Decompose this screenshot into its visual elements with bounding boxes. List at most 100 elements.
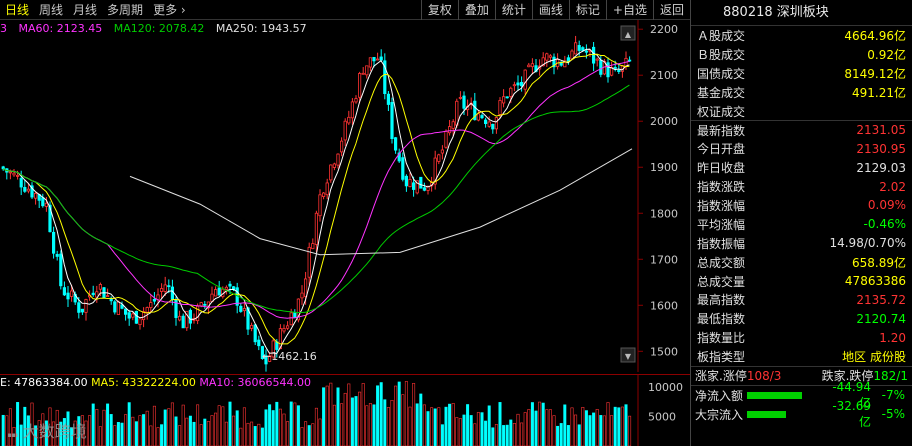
volume-bar: [494, 424, 498, 446]
ma60-line: [2, 60, 630, 319]
volume-bar: [365, 405, 369, 446]
candle-body: [59, 253, 63, 287]
volume-bar: [314, 407, 318, 446]
mark-button[interactable]: 标记: [568, 0, 606, 20]
up-count-label: 涨家.涨停: [695, 369, 747, 384]
tab-monthly[interactable]: 月线: [73, 2, 98, 17]
volume-bar: [322, 387, 326, 446]
volume-bar: [181, 404, 185, 446]
candle-body: [116, 301, 120, 315]
volume-bar: [606, 402, 610, 446]
volume-bar: [332, 404, 336, 446]
info-label: 权证成交: [697, 104, 746, 119]
info-row: 总成交量 47863386: [691, 272, 912, 291]
candle-body: [52, 231, 56, 254]
stats-button[interactable]: 统计: [494, 0, 532, 20]
volume-bar: [610, 415, 614, 446]
tab-daily[interactable]: 日线: [5, 2, 30, 17]
add-watchlist-button[interactable]: +自选: [605, 0, 653, 20]
volume-bar: [498, 402, 502, 446]
candle-body: [170, 286, 174, 300]
volume-bar: [548, 409, 552, 446]
volume-bar: [203, 418, 207, 446]
candle-body: [134, 310, 138, 324]
candle-body: [275, 341, 279, 350]
candle-body: [332, 163, 337, 168]
volume-bar: [34, 425, 38, 446]
scroll-down-icon[interactable]: ▼: [620, 347, 636, 363]
info-label: 国债成交: [697, 66, 746, 81]
info-label: 指数涨幅: [697, 198, 746, 213]
overlay-button[interactable]: 叠加: [457, 0, 495, 20]
volume-ma10-label: MA10: 36066544.00: [199, 376, 312, 389]
tab-weekly[interactable]: 周线: [39, 2, 64, 17]
candle-body: [523, 69, 527, 90]
volume-bar: [170, 402, 174, 446]
info-row: 指数涨幅 0.09%: [691, 196, 912, 215]
tab-multi-period[interactable]: 多周期: [107, 2, 144, 17]
candle-body: [584, 50, 589, 53]
volume-bar: [476, 412, 480, 446]
volume-bar: [163, 409, 167, 446]
kline-chart[interactable]: 1500 1600 1700 1800 1900 2000 2100 2200 ←1462.1…: [0, 20, 690, 372]
volume-bar: [552, 415, 556, 446]
candle-body: [70, 290, 74, 297]
flow-value: -44.94亿: [832, 379, 872, 410]
candle-body: [120, 304, 124, 309]
volume-bar: [282, 413, 286, 446]
flow-value: -32.69亿: [832, 398, 872, 429]
volume-tick-label: 5000: [648, 410, 676, 423]
candle-body: [628, 59, 632, 62]
volume-bar: [415, 403, 419, 446]
volume-legend: E: 47863384.00 MA5: 43322224.00 MA10: 36…: [0, 376, 311, 389]
volume-bar: [397, 381, 401, 446]
candle-body: [440, 149, 445, 154]
info-row: 今日开盘 2130.95: [691, 139, 912, 158]
candle-body: [203, 303, 207, 306]
volume-bar: [1, 414, 5, 446]
candle-body: [106, 295, 110, 297]
volume-bar: [160, 424, 164, 446]
candle-body: [530, 63, 535, 68]
volume-bar: [253, 426, 257, 446]
volume-bar: [480, 412, 484, 446]
price-tick-label: 1500: [650, 345, 678, 358]
draw-line-button[interactable]: 画线: [531, 0, 569, 20]
scroll-up-icon[interactable]: ▲: [620, 25, 636, 41]
volume-bar: [178, 425, 182, 446]
candle-body: [552, 56, 556, 68]
candle-body: [336, 153, 340, 166]
volume-bar: [264, 409, 268, 446]
candle-body: [177, 315, 182, 321]
info-value: 1.20: [879, 330, 906, 345]
volume-bar: [19, 424, 23, 446]
volume-bar: [577, 424, 581, 446]
volume-bar: [37, 420, 41, 446]
ma60-label: MA60: 2123.45: [18, 22, 103, 35]
back-button[interactable]: 返回: [652, 0, 690, 20]
candle-body: [422, 187, 427, 191]
volume-bar: [505, 424, 509, 446]
volume-bar: [296, 405, 300, 446]
volume-bar: [383, 399, 387, 446]
tab-more[interactable]: 更多 ›: [153, 2, 186, 17]
candle-body: [257, 339, 261, 347]
volume-bar: [419, 393, 423, 446]
candle-body: [494, 117, 499, 130]
info-row: Ｂ股成交 0.92亿: [691, 45, 912, 64]
info-value: 8149.12亿: [844, 66, 906, 81]
volume-bar: [394, 385, 398, 446]
candle-body: [26, 188, 31, 192]
volume-bar: [149, 425, 153, 446]
candle-body: [437, 154, 441, 162]
volume-bar: [469, 415, 473, 446]
adjust-button[interactable]: 复权: [420, 0, 458, 20]
candle-body: [242, 308, 246, 312]
volume-ma5-label: MA5: 43322224.00: [91, 376, 196, 389]
candle-body: [375, 58, 380, 61]
info-row: 最新指数 2131.05: [691, 120, 912, 139]
volume-bar: [91, 403, 95, 446]
volume-bar: [530, 402, 534, 446]
info-row: 权证成交: [691, 102, 912, 121]
volume-bar: [293, 402, 297, 446]
